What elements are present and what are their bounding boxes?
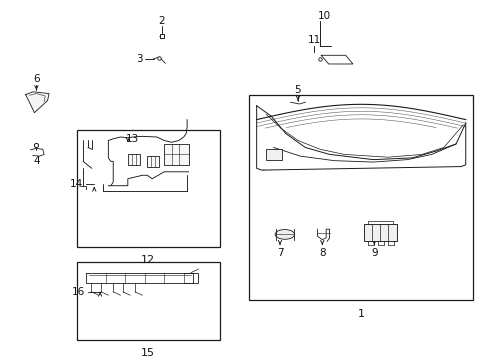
Text: 11: 11	[307, 35, 320, 45]
Text: 13: 13	[125, 134, 138, 144]
Text: 14: 14	[70, 179, 83, 189]
Bar	[77, 262, 220, 341]
Text: 15: 15	[141, 348, 155, 359]
Text: 3: 3	[136, 54, 142, 64]
Ellipse shape	[275, 230, 294, 239]
Text: 8: 8	[318, 248, 325, 258]
Text: 1: 1	[357, 309, 364, 319]
Bar	[363, 224, 396, 241]
Text: 10: 10	[318, 10, 330, 21]
Text: 4: 4	[33, 156, 40, 166]
Bar	[266, 149, 282, 160]
Text: 7: 7	[276, 248, 283, 258]
Text: 6: 6	[33, 74, 40, 84]
Bar	[164, 144, 188, 165]
Text: 9: 9	[370, 248, 377, 258]
Text: 12: 12	[141, 255, 155, 265]
Bar	[77, 130, 220, 247]
Bar	[249, 95, 472, 301]
Polygon shape	[26, 92, 49, 113]
Bar	[147, 156, 159, 167]
Bar	[127, 154, 140, 165]
Text: 2: 2	[158, 16, 165, 26]
Text: 16: 16	[72, 287, 85, 297]
Text: 5: 5	[294, 85, 301, 95]
